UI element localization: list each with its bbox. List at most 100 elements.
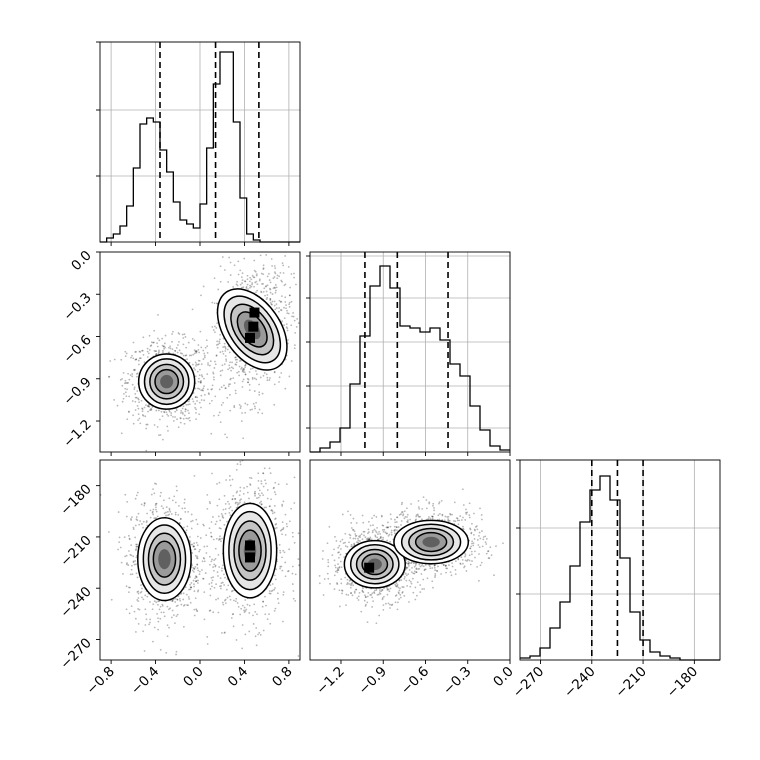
sample-point [223,342,226,345]
sample-point [366,595,369,598]
sample-point [244,402,247,405]
sample-point [280,279,283,282]
sample-point [129,553,132,556]
sample-point [357,599,360,601]
sample-point [395,521,398,523]
sample-point [287,570,289,573]
sample-point [222,516,225,519]
sample-point [209,563,211,566]
contour-line [142,524,187,594]
sample-point [282,528,284,531]
sample-point [223,523,226,526]
contour-line [152,540,177,578]
sample-point [207,392,210,394]
sample-point [201,560,204,563]
sample-point [244,610,247,612]
sample-point [196,535,199,538]
sample-point [216,302,218,305]
sample-point [124,555,127,558]
sample-point [246,491,249,494]
sample-point [361,514,364,517]
sample-point [274,523,277,526]
sample-point [206,373,209,375]
sample-point [235,491,238,494]
sample-point [379,535,382,538]
sample-point [408,601,410,603]
sample-point [231,498,234,501]
sample-point [274,233,276,235]
sample-point [203,377,205,380]
sample-point [403,576,406,578]
sample-point [246,283,249,286]
sample-point [199,381,202,384]
sample-point [131,373,134,375]
sample-point [163,411,166,414]
sample-point [219,538,222,541]
contour-line [228,510,272,591]
sample-point [177,344,179,346]
sample-point [249,280,251,283]
sample-point [377,593,380,596]
sample-point [251,367,254,370]
sample-point [139,351,142,353]
sample-point [135,358,138,361]
sample-point [176,598,179,601]
sample-point [143,502,146,505]
sample-point [288,305,291,308]
sample-point [154,463,156,465]
sample-point [224,512,227,515]
sample-point [217,597,220,600]
sample-point [233,406,236,409]
sample-point [257,496,260,499]
sample-point [464,555,466,558]
sample-point [194,387,197,390]
sample-point [263,506,266,509]
sample-point [290,360,293,362]
sample-point [124,391,127,394]
sample-point [182,413,184,415]
sample-point [223,599,226,602]
sample-point [378,591,381,594]
sample-point [326,542,329,545]
contour-line [233,520,267,581]
sample-point [158,339,161,342]
sample-point [132,560,135,563]
sample-point [405,574,408,577]
sample-point [441,513,444,516]
sample-point [387,602,390,605]
sample-point [318,575,321,577]
sample-point [206,545,209,548]
sample-point [192,353,195,356]
sample-point [157,628,159,631]
sample-point [266,376,269,379]
sample-point [133,610,136,613]
sample-point [233,264,236,267]
sample-point [241,624,244,626]
sample-point [194,350,197,353]
sample-point [228,256,231,259]
sample-point [237,260,240,263]
sample-point [242,493,245,495]
sample-point [463,566,465,569]
sample-point [264,294,266,297]
sample-point [358,591,361,594]
sample-point [174,416,177,418]
sample-point [323,578,326,580]
sample-point [195,580,197,583]
sample-point [215,354,218,357]
sample-point [167,346,170,349]
sample-point [122,573,124,575]
sample-point [243,606,246,609]
sample-point [117,511,120,513]
sample-point [194,575,197,578]
sample-point [345,604,347,607]
sample-point [224,502,227,505]
sample-point [283,284,286,287]
sample-point [265,290,268,293]
sample-point [471,522,473,525]
sample-point [248,371,251,373]
sample-point [404,572,407,575]
sample-point [193,590,196,592]
sample-point [216,346,219,349]
sample-point [175,605,178,608]
